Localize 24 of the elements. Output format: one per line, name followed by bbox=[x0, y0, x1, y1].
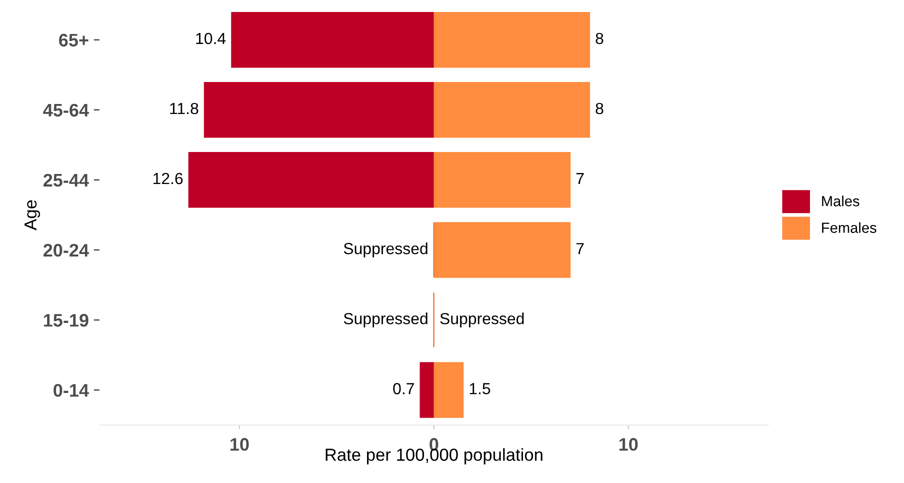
data-label: 7 bbox=[576, 243, 584, 254]
legend-label: Males bbox=[822, 196, 860, 206]
data-label: 10.4 bbox=[196, 32, 226, 44]
x-axis-title: Rate per 100,000 population bbox=[326, 448, 542, 464]
y-tick-label: 15-19 bbox=[44, 314, 88, 327]
y-tick-label: 20-24 bbox=[43, 244, 89, 257]
data-label: Suppressed bbox=[344, 242, 428, 258]
y-tick-label: 45-64 bbox=[43, 104, 89, 117]
data-label: 0.7 bbox=[393, 383, 414, 394]
data-label: 12.6 bbox=[153, 172, 183, 184]
legend-label: Females bbox=[822, 222, 876, 233]
data-label: 7 bbox=[576, 173, 584, 184]
y-tick-label: 65+ bbox=[59, 34, 88, 47]
data-label: Suppressed bbox=[440, 312, 524, 328]
data-label: 11.8 bbox=[170, 102, 198, 114]
data-label: 8 bbox=[596, 32, 604, 44]
y-tick-label: 0-14 bbox=[54, 384, 89, 397]
data-label: Suppressed bbox=[344, 312, 428, 328]
y-axis-title: Age bbox=[24, 200, 40, 230]
y-tick-label: 25-44 bbox=[43, 174, 89, 187]
data-label: 8 bbox=[596, 102, 604, 114]
x-tick-label: 10 bbox=[619, 438, 638, 451]
x-tick-label: 10 bbox=[230, 438, 249, 451]
data-label: 1.5 bbox=[470, 383, 490, 394]
